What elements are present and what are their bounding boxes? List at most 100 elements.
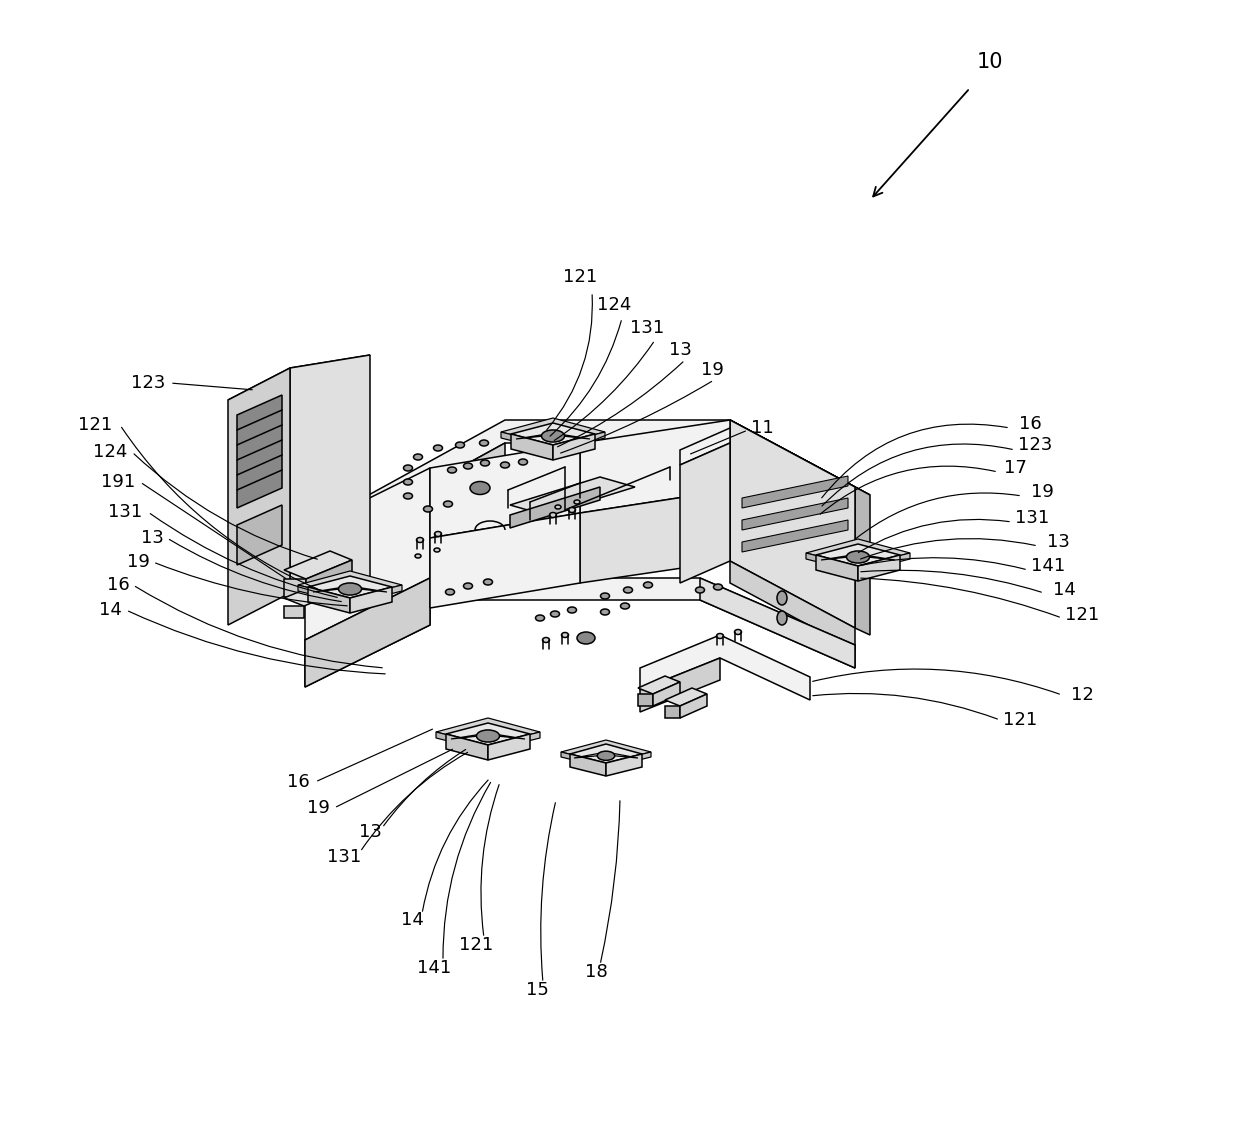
Ellipse shape [574, 500, 580, 504]
Polygon shape [446, 723, 529, 745]
Ellipse shape [551, 611, 559, 617]
Polygon shape [821, 554, 895, 560]
Text: 124: 124 [596, 296, 631, 314]
Text: 131: 131 [1014, 509, 1049, 526]
Text: 13: 13 [1047, 533, 1069, 550]
Polygon shape [606, 751, 651, 769]
Polygon shape [580, 420, 730, 513]
Polygon shape [298, 585, 350, 604]
Polygon shape [237, 395, 281, 508]
Text: 121: 121 [1065, 606, 1099, 624]
Polygon shape [350, 587, 392, 613]
Text: 15: 15 [526, 981, 548, 999]
Polygon shape [305, 578, 430, 687]
Ellipse shape [470, 482, 490, 494]
Text: 16: 16 [286, 773, 309, 791]
Text: 16: 16 [107, 576, 129, 594]
Text: 19: 19 [701, 361, 723, 379]
Ellipse shape [777, 592, 787, 605]
Polygon shape [510, 486, 600, 528]
Text: 14: 14 [401, 911, 423, 928]
Polygon shape [516, 433, 590, 439]
Polygon shape [856, 486, 870, 635]
Ellipse shape [556, 505, 560, 509]
Polygon shape [816, 544, 900, 566]
Polygon shape [306, 560, 352, 597]
Polygon shape [639, 694, 653, 706]
Ellipse shape [600, 593, 610, 600]
Polygon shape [298, 571, 402, 598]
Polygon shape [806, 539, 910, 566]
Polygon shape [305, 443, 505, 578]
Polygon shape [501, 432, 553, 451]
Polygon shape [237, 505, 281, 565]
Ellipse shape [476, 730, 500, 742]
Polygon shape [606, 754, 642, 777]
Polygon shape [730, 420, 870, 494]
Ellipse shape [413, 455, 423, 460]
Polygon shape [436, 718, 539, 745]
Ellipse shape [600, 609, 610, 616]
Polygon shape [742, 520, 848, 552]
Polygon shape [680, 694, 707, 718]
Ellipse shape [434, 531, 441, 537]
Polygon shape [290, 355, 370, 593]
Polygon shape [312, 586, 387, 592]
Polygon shape [742, 498, 848, 530]
Ellipse shape [339, 582, 362, 595]
Ellipse shape [417, 538, 424, 542]
Polygon shape [640, 658, 720, 711]
Text: 19: 19 [126, 553, 150, 571]
Polygon shape [560, 751, 606, 769]
Ellipse shape [448, 467, 456, 473]
Text: 13: 13 [140, 529, 164, 547]
Polygon shape [806, 553, 858, 572]
Text: 17: 17 [1003, 459, 1027, 477]
Ellipse shape [464, 584, 472, 589]
Ellipse shape [403, 493, 413, 499]
Ellipse shape [480, 440, 489, 447]
Ellipse shape [624, 587, 632, 593]
Polygon shape [653, 682, 680, 706]
Polygon shape [553, 434, 595, 460]
Ellipse shape [403, 478, 413, 485]
Ellipse shape [717, 634, 723, 638]
Ellipse shape [568, 608, 577, 613]
Polygon shape [665, 687, 707, 706]
Polygon shape [742, 476, 848, 508]
Text: 18: 18 [584, 963, 608, 981]
Polygon shape [284, 579, 350, 606]
Polygon shape [570, 754, 606, 777]
Polygon shape [305, 420, 856, 553]
Polygon shape [510, 477, 635, 515]
Text: 121: 121 [563, 268, 598, 286]
Ellipse shape [424, 506, 433, 512]
Text: 11: 11 [750, 419, 774, 437]
Polygon shape [350, 585, 402, 604]
Text: 131: 131 [108, 502, 143, 521]
Ellipse shape [542, 429, 564, 442]
Polygon shape [574, 751, 639, 758]
Text: 124: 124 [93, 443, 128, 461]
Ellipse shape [696, 587, 704, 593]
Polygon shape [284, 579, 306, 597]
Polygon shape [511, 423, 595, 445]
Text: 121: 121 [78, 416, 112, 434]
Text: 13: 13 [358, 823, 382, 841]
Polygon shape [451, 733, 525, 739]
Text: 14: 14 [98, 601, 122, 619]
Polygon shape [580, 490, 730, 584]
Polygon shape [430, 443, 580, 538]
Ellipse shape [464, 463, 472, 469]
Text: 19: 19 [1030, 483, 1054, 501]
Polygon shape [308, 576, 392, 598]
Polygon shape [305, 468, 430, 640]
Polygon shape [305, 600, 430, 687]
Polygon shape [570, 743, 642, 763]
Polygon shape [858, 555, 900, 581]
Polygon shape [639, 676, 680, 694]
Polygon shape [489, 732, 539, 751]
Ellipse shape [847, 550, 869, 563]
Text: 191: 191 [100, 473, 135, 491]
Polygon shape [730, 420, 856, 510]
